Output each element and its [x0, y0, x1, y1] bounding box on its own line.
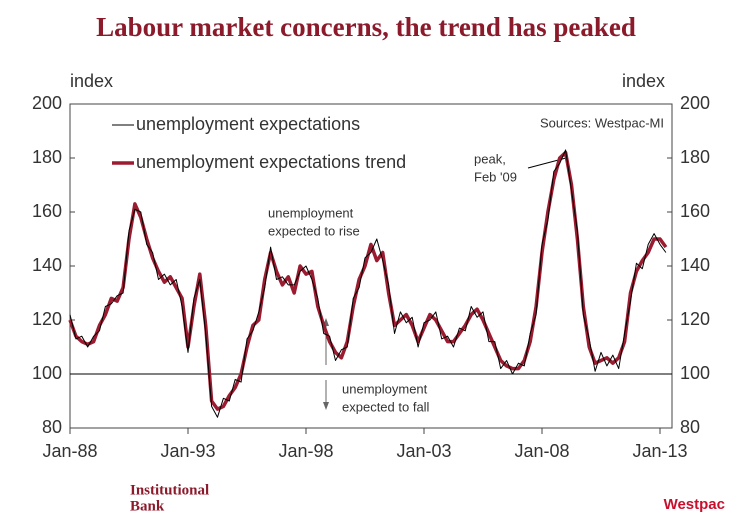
legend-label: unemployment expectations	[136, 114, 360, 134]
footer-logo: Institutional	[130, 482, 209, 498]
y-tick-label: 180	[32, 147, 62, 167]
y2-tick-label: 120	[680, 309, 710, 329]
x-tick-label: Jan-88	[42, 441, 97, 461]
chart-title: Labour market concerns, the trend has pe…	[96, 12, 636, 42]
y2-tick-label: 160	[680, 201, 710, 221]
y2-tick-label: 140	[680, 255, 710, 275]
y-tick-label: 120	[32, 309, 62, 329]
footer-logo: Bank	[130, 498, 165, 514]
y-tick-label: 160	[32, 201, 62, 221]
annotation: unemployment	[268, 205, 354, 220]
y2-tick-label: 180	[680, 147, 710, 167]
y-tick-label: 100	[32, 363, 62, 383]
source: Sources: Westpac-MI	[540, 115, 664, 130]
annotation: expected to rise	[268, 223, 360, 238]
arrow-down-head	[323, 402, 329, 410]
y-tick-label: 80	[42, 417, 62, 437]
legend-label: unemployment expectations trend	[136, 152, 406, 172]
series-line	[69, 149, 667, 418]
y2-axis-label: index	[622, 71, 665, 91]
x-tick-label: Jan-98	[278, 441, 333, 461]
annotation: peak,	[474, 151, 506, 166]
y2-tick-label: 200	[680, 93, 710, 113]
series-line	[68, 150, 668, 411]
annotation: unemployment	[342, 381, 428, 396]
x-tick-label: Jan-08	[514, 441, 569, 461]
annotation: expected to fall	[342, 399, 430, 414]
y2-tick-label: 100	[680, 363, 710, 383]
x-tick-label: Jan-13	[632, 441, 687, 461]
x-tick-label: Jan-93	[160, 441, 215, 461]
y2-tick-label: 80	[680, 417, 700, 437]
footer-brand: Westpac	[664, 496, 725, 513]
y-axis-label: index	[70, 71, 113, 91]
y-tick-label: 140	[32, 255, 62, 275]
annotation: Feb '09	[474, 169, 517, 184]
x-tick-label: Jan-03	[396, 441, 451, 461]
y-tick-label: 200	[32, 93, 62, 113]
